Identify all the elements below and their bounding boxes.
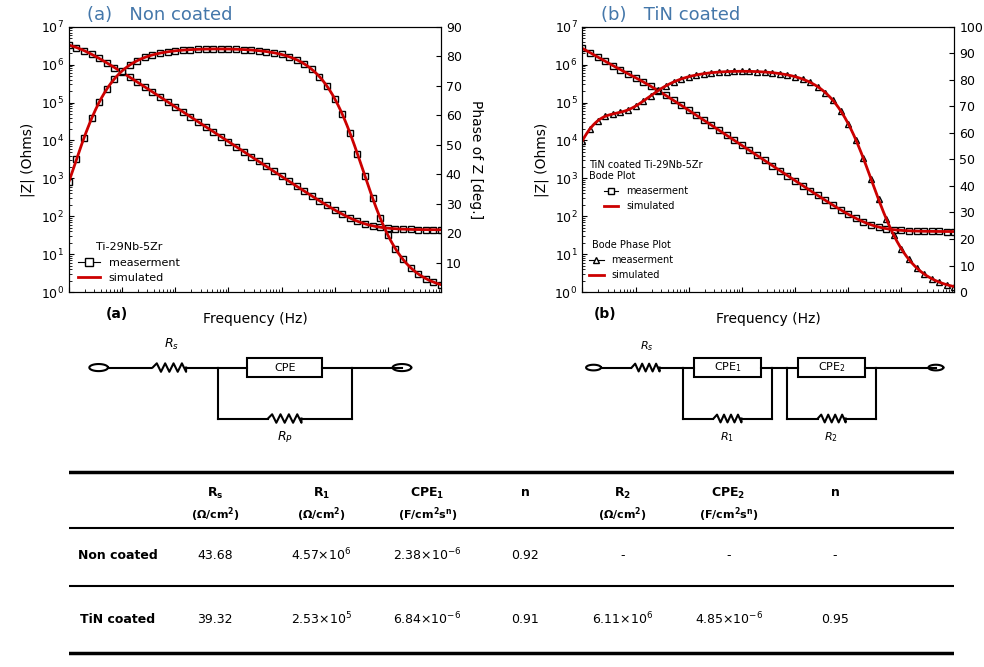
Text: CPE$_1$: CPE$_1$	[713, 361, 741, 374]
Text: Frequency (Hz): Frequency (Hz)	[203, 312, 307, 326]
Text: (a)   Non coated: (a) Non coated	[88, 6, 233, 24]
Text: 39.32: 39.32	[197, 613, 233, 626]
Text: $\mathbf{(\Omega/cm^2)}$: $\mathbf{(\Omega/cm^2)}$	[297, 505, 345, 524]
Bar	[694, 358, 761, 377]
Text: Non coated: Non coated	[78, 549, 157, 562]
Text: 43.68: 43.68	[197, 549, 233, 562]
Text: 0.95: 0.95	[821, 613, 849, 626]
Text: $\mathbf{(\Omega/cm^2)}$: $\mathbf{(\Omega/cm^2)}$	[598, 505, 646, 524]
Text: CPE: CPE	[274, 363, 295, 373]
Y-axis label: Phase of Z [deg.]: Phase of Z [deg.]	[468, 100, 483, 219]
Text: $\mathbf{(\Omega/cm^2)}$: $\mathbf{(\Omega/cm^2)}$	[191, 505, 239, 524]
Text: $R_s$: $R_s$	[640, 339, 653, 353]
Text: 2.53$\times$10$^5$: 2.53$\times$10$^5$	[290, 611, 352, 628]
Text: (b): (b)	[593, 307, 616, 321]
Text: $\mathbf{R_1}$: $\mathbf{R_1}$	[313, 486, 330, 500]
Y-axis label: |Z| (Ohms): |Z| (Ohms)	[21, 122, 35, 197]
Text: 4.85$\times$10$^{-6}$: 4.85$\times$10$^{-6}$	[695, 611, 763, 628]
Text: $\mathbf{n}$: $\mathbf{n}$	[520, 486, 530, 500]
Text: 2.38$\times$10$^{-6}$: 2.38$\times$10$^{-6}$	[394, 547, 461, 564]
Legend: measerment, simulated: measerment, simulated	[587, 238, 676, 282]
Text: TiN coated: TiN coated	[80, 613, 155, 626]
Text: $R_s$: $R_s$	[163, 337, 179, 352]
Y-axis label: |Z| (Ohms): |Z| (Ohms)	[534, 122, 549, 197]
Text: -: -	[620, 549, 625, 562]
Text: $\mathbf{R_s}$: $\mathbf{R_s}$	[207, 486, 223, 500]
Text: $\mathbf{CPE_2}$: $\mathbf{CPE_2}$	[711, 486, 746, 500]
Legend: measerment, simulated: measerment, simulated	[75, 239, 183, 287]
Text: $R_1$: $R_1$	[720, 430, 734, 444]
Text: $\mathbf{(F/cm^2s^n)}$: $\mathbf{(F/cm^2s^n)}$	[398, 505, 458, 524]
Bar	[798, 358, 865, 377]
Text: 0.92: 0.92	[511, 549, 539, 562]
Text: CPE$_2$: CPE$_2$	[818, 361, 845, 374]
Text: $R_2$: $R_2$	[825, 430, 838, 444]
Text: $\mathbf{n}$: $\mathbf{n}$	[830, 486, 840, 500]
Text: (a): (a)	[106, 307, 128, 321]
Text: $\mathbf{CPE_1}$: $\mathbf{CPE_1}$	[410, 486, 445, 500]
Text: 6.84$\times$10$^{-6}$: 6.84$\times$10$^{-6}$	[394, 611, 461, 628]
Text: 4.57$\times$10$^6$: 4.57$\times$10$^6$	[291, 547, 351, 564]
Text: (b)   TiN coated: (b) TiN coated	[601, 6, 740, 24]
Text: 0.91: 0.91	[511, 613, 539, 626]
Bar	[248, 358, 322, 377]
Text: -: -	[726, 549, 731, 562]
Text: 6.11$\times$10$^6$: 6.11$\times$10$^6$	[591, 611, 653, 628]
Text: Frequency (Hz): Frequency (Hz)	[716, 312, 821, 326]
Text: $\mathbf{(F/cm^2s^n)}$: $\mathbf{(F/cm^2s^n)}$	[699, 505, 759, 524]
Text: -: -	[832, 549, 837, 562]
Text: $\mathbf{R_2}$: $\mathbf{R_2}$	[614, 486, 631, 500]
Text: $R_P$: $R_P$	[277, 430, 293, 446]
